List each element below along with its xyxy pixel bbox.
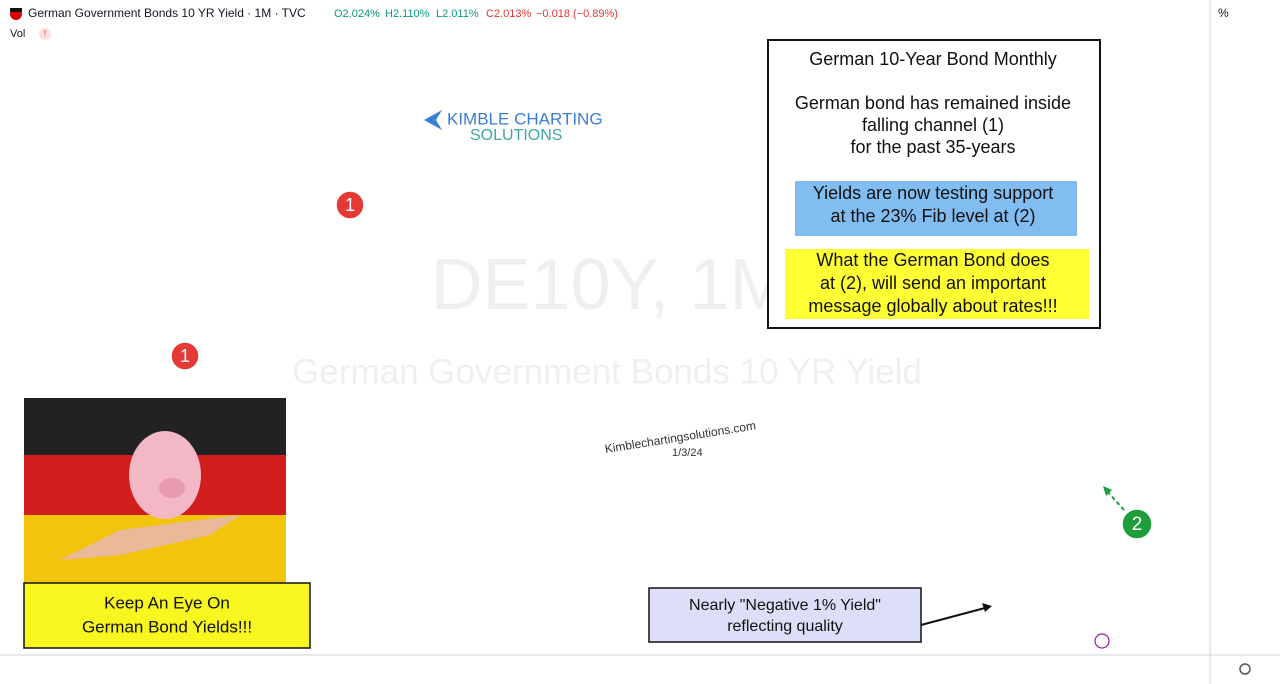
ohlc-close: C2.013% — [486, 8, 531, 20]
channel-marker — [335, 190, 365, 220]
logo-icon — [424, 110, 442, 130]
axis-unit[interactable]: % — [1218, 6, 1229, 20]
logo-text: KIMBLE CHARTING — [447, 109, 603, 128]
event-icon[interactable] — [1094, 633, 1110, 649]
photo-hand — [60, 515, 240, 560]
caption-line: Keep An Eye On — [104, 593, 230, 612]
annotation-line: falling channel (1) — [862, 115, 1004, 135]
ohlc-open: O2.024% — [334, 8, 380, 20]
annotation-line: message globally about rates!!! — [808, 296, 1057, 316]
support-marker-label: 2 — [1132, 514, 1143, 535]
flag-icon — [10, 8, 22, 12]
header-bg — [0, 0, 1210, 26]
ohlc-change: −0.018 (−0.89%) — [536, 8, 618, 20]
channel-marker-label: 1 — [180, 346, 190, 366]
photo-piggy — [159, 478, 185, 498]
callout-line: reflecting quality — [727, 618, 843, 635]
ohlc-high: H2.110% — [385, 8, 430, 20]
photo-piggy — [129, 431, 201, 519]
symbol-title: German Government Bonds 10 YR Yield · 1M… — [28, 6, 306, 20]
logo-bg — [418, 105, 627, 145]
annotation-line: What the German Bond does — [816, 250, 1049, 270]
watermark: DE10Y, 1M — [431, 245, 790, 325]
support-arrow — [1105, 489, 1125, 511]
annotation-title: German 10-Year Bond Monthly — [809, 49, 1056, 69]
warning-icon: ! — [44, 28, 47, 38]
callout-box — [648, 587, 922, 643]
callout-line: Nearly "Negative 1% Yield" — [689, 597, 881, 614]
logo-text: SOLUTIONS — [470, 127, 562, 144]
annotation-highlight — [785, 249, 1089, 319]
annotation-line: Yields are now testing support — [813, 183, 1053, 203]
volume-label[interactable]: Vol — [10, 28, 25, 40]
annotation-line: for the past 35-years — [850, 137, 1015, 157]
caption-box — [23, 582, 311, 649]
channel-marker-label: 1 — [345, 195, 355, 215]
support-arrow-head — [1103, 486, 1112, 496]
annotation-line: at the 23% Fib level at (2) — [830, 206, 1035, 226]
ohlc-low: L2.011% — [436, 8, 479, 20]
warning-icon[interactable] — [39, 28, 51, 40]
support-marker — [1121, 508, 1153, 540]
watermark-subtitle: German Government Bonds 10 YR Yield — [292, 352, 922, 391]
annotation-line: German bond has remained inside — [795, 93, 1071, 113]
caption-line: German Bond Yields!!! — [82, 617, 252, 636]
credit-date: 1/3/24 — [672, 447, 703, 459]
annotation-line: at (2), will send an important — [820, 273, 1046, 293]
annotation-highlight — [795, 181, 1077, 236]
settings-icon[interactable] — [1239, 663, 1251, 675]
channel-marker — [170, 341, 200, 371]
callout-arrow-head — [982, 603, 992, 612]
callout-arrow — [920, 607, 986, 626]
